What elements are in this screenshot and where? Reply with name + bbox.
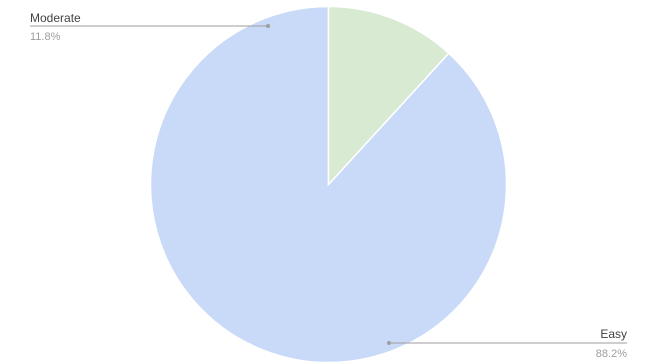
slice-value-moderate: 11.8% <box>30 31 61 43</box>
pie-slice-moderate <box>327 5 450 187</box>
leader-dot-easy <box>387 341 391 345</box>
pie-slices <box>149 5 508 364</box>
slice-value-easy: 88.2% <box>596 348 627 360</box>
label-moderate: Moderate 11.8% <box>30 11 270 43</box>
leader-dot-moderate <box>266 24 270 28</box>
slice-label-moderate: Moderate <box>30 11 81 25</box>
slice-label-easy: Easy <box>600 327 627 341</box>
label-easy: Easy 88.2% <box>387 327 627 360</box>
